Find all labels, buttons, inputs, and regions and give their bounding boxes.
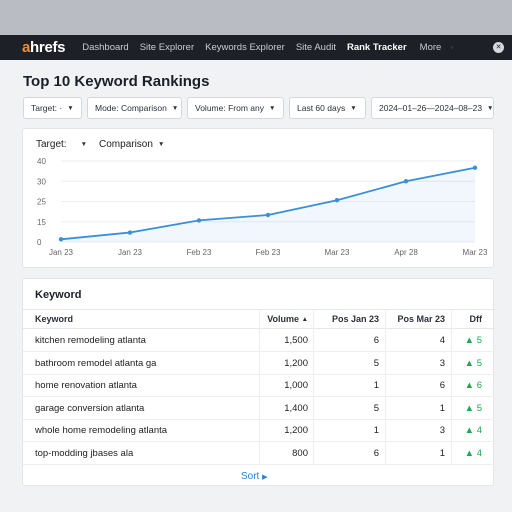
volume-cell: 1,400: [284, 402, 308, 414]
chevron-down-icon: ▼: [157, 141, 165, 148]
column-divider: [451, 309, 452, 464]
column-divider: [385, 309, 386, 464]
y-tick-label: 25: [37, 198, 46, 207]
ahrefs-logo[interactable]: ahrefs: [22, 39, 66, 56]
sort-asc-icon: ▲: [301, 315, 308, 323]
table-row[interactable]: kitchen remodeling atlanta 1,500 6 4 ▲ 5: [23, 330, 495, 352]
nav-item-dashboard[interactable]: Dashboard: [82, 42, 129, 53]
col-header-pos-mar[interactable]: Pos Mar 23: [397, 314, 445, 324]
volume-cell: 800: [292, 447, 308, 459]
volume-filter[interactable]: Volume: From any ▼: [187, 97, 284, 119]
nav-item-keywords-explorer[interactable]: Keywords Explorer: [205, 42, 285, 53]
target-filter[interactable]: Target: · ▼: [23, 97, 82, 119]
pos-mar-cell: 1: [439, 447, 445, 459]
volume-cell: 1,200: [284, 357, 308, 369]
x-tick-label: Apr 28: [394, 248, 418, 257]
pos-jan-cell: 5: [373, 402, 379, 414]
table-row[interactable]: top-modding jbases ala 800 6 1 ▲ 4: [23, 443, 495, 465]
pos-jan-cell: 6: [373, 335, 379, 346]
rankings-chart-card: Target: ▼ Comparison ▼ 0 15 25 30 40 Jan 23 Jan …: [22, 128, 494, 268]
x-tick-label: Mar 23: [325, 248, 350, 257]
pos-jan-cell: 1: [373, 425, 379, 436]
keyword-cell: home renovation atlanta: [35, 380, 137, 391]
nav-item-site-audit[interactable]: Site Audit: [295, 42, 336, 53]
table-row[interactable]: whole home remodeling atlanta 1,200 1 3 ▲ 4: [23, 420, 495, 442]
data-point: [472, 165, 478, 170]
col-header-volume[interactable]: Volume ▲: [267, 314, 308, 324]
col-header-keyword[interactable]: Keyword: [35, 314, 74, 324]
chevron-down-icon: ▼: [171, 104, 179, 112]
col-header-diff[interactable]: Dff: [469, 314, 483, 324]
table-row[interactable]: garage conversion atlanta 1,400 5 1 ▲ 5: [23, 398, 495, 420]
keyword-cell: top-modding jbases ala: [35, 447, 134, 459]
keyword-table-card: Keyword Keyword Volume ▲ Pos Jan 23 Pos …: [22, 278, 495, 486]
chevron-down-icon: ▼: [350, 104, 357, 112]
x-tick-label: Jan 23: [118, 248, 143, 257]
nav-item-rank-tracker[interactable]: Rank Tracker: [346, 42, 407, 53]
data-point: [127, 230, 133, 235]
chevron-down-icon: ▼: [67, 104, 74, 112]
diff-cell: ▲ 6: [464, 380, 482, 391]
pos-jan-cell: 5: [373, 357, 379, 369]
date-range-filter[interactable]: 2024–01–26—2024–08–23 ▼: [371, 97, 494, 119]
diff-cell: ▲ 4: [464, 447, 482, 459]
pos-mar-cell: 3: [439, 357, 445, 369]
pos-jan-cell: 6: [373, 447, 379, 459]
chevron-down-icon: ▼: [448, 45, 456, 52]
series-area: [61, 167, 475, 242]
diff-cell: ▲ 5: [464, 402, 482, 414]
rankings-line-chart: 0 15 25 30 40 Jan 23 Jan 23 Feb 23 Feb 23 Mar 23 A…: [37, 157, 488, 257]
pos-mar-cell: 4: [439, 335, 445, 346]
chart-mode-select[interactable]: Comparison ▼: [99, 139, 165, 150]
y-tick-label: 0: [37, 238, 42, 247]
chart-target-select[interactable]: Target: ▼: [36, 139, 88, 150]
x-tick-label: Mar 23: [463, 248, 488, 257]
pos-mar-cell: 6: [439, 380, 445, 391]
pos-jan-cell: 1: [373, 380, 379, 391]
sort-button[interactable]: Sort ▶: [241, 471, 268, 482]
nav-item-site-explorer[interactable]: Site Explorer: [139, 42, 195, 53]
x-tick-label: Feb 23: [187, 248, 212, 257]
data-point: [334, 197, 340, 203]
table-title: Keyword: [35, 289, 82, 301]
keyword-cell: kitchen remodeling atlanta: [35, 335, 146, 346]
chart-header: Target: ▼ Comparison ▼: [36, 139, 176, 150]
browser-top-strip: [0, 0, 512, 35]
chevron-down-icon: ▼: [487, 104, 494, 112]
keyword-cell: whole home remodeling atlanta: [35, 425, 168, 436]
x-tick-label: Feb 23: [256, 248, 281, 257]
close-circle-icon[interactable]: ✕: [493, 42, 504, 53]
volume-cell: 1,000: [284, 380, 308, 391]
mode-filter[interactable]: Mode: Comparison ▼: [87, 97, 182, 119]
chevron-down-icon: ▼: [268, 104, 276, 112]
keyword-cell: garage conversion atlanta: [35, 402, 145, 414]
volume-cell: 1,500: [284, 335, 308, 346]
pos-mar-cell: 3: [439, 425, 445, 436]
column-divider: [313, 309, 314, 464]
y-tick-label: 15: [37, 218, 46, 227]
chevron-right-icon: ▶: [262, 473, 268, 481]
chevron-down-icon: ▼: [80, 141, 88, 148]
diff-cell: ▲ 5: [464, 335, 482, 346]
table-row[interactable]: bathroom remodel atlanta ga 1,200 5 3 ▲ 5: [23, 353, 495, 375]
data-point: [265, 212, 271, 218]
diff-cell: ▲ 4: [464, 425, 482, 436]
data-point: [58, 237, 64, 242]
volume-cell: 1,200: [284, 425, 308, 436]
top-nav: ahrefs Dashboard Site Explorer Keywords …: [0, 35, 512, 60]
x-tick-label: Jan 23: [49, 248, 74, 257]
y-tick-label: 40: [37, 157, 46, 166]
period-filter[interactable]: Last 60 days ▼: [289, 97, 366, 119]
data-point: [196, 218, 202, 223]
pos-mar-cell: 1: [439, 402, 445, 414]
y-tick-label: 30: [37, 177, 46, 186]
nav-more-menu[interactable]: More ▼: [419, 42, 456, 53]
page-title: Top 10 Keyword Rankings: [23, 73, 210, 90]
data-point: [403, 179, 409, 184]
col-header-pos-jan[interactable]: Pos Jan 23: [331, 314, 379, 324]
column-divider: [259, 309, 260, 464]
table-row[interactable]: home renovation atlanta 1,000 1 6 ▲ 6: [23, 375, 495, 397]
keyword-cell: bathroom remodel atlanta ga: [35, 357, 157, 369]
diff-cell: ▲ 5: [464, 357, 482, 369]
